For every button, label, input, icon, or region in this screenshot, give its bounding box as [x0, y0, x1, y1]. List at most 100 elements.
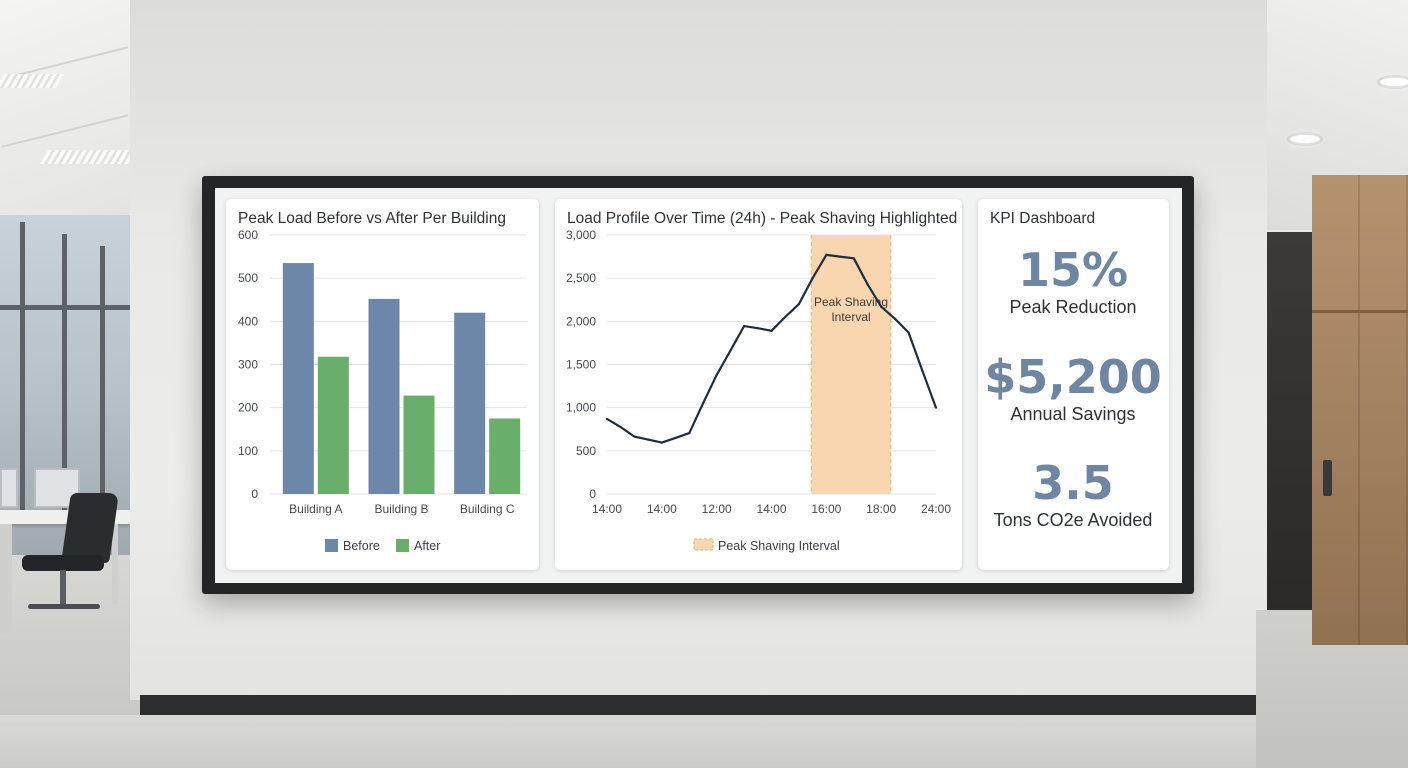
ceiling-light	[39, 150, 137, 164]
load-profile-point	[880, 305, 883, 308]
bar-chart-bars	[282, 263, 521, 494]
load-profile-point	[825, 253, 828, 256]
kpi-label: Peak Reduction	[1009, 297, 1137, 317]
bar-after-building-b	[403, 395, 435, 494]
bar-chart-y-tick-label: 100	[238, 444, 258, 458]
bar-chart-y-tick-label: 0	[251, 487, 258, 501]
line-chart-legend: Peak Shaving Interval	[693, 538, 840, 553]
load-profile-point	[811, 277, 814, 280]
line-chart-y-tick-label: 2,000	[566, 314, 596, 328]
load-profile-point	[770, 329, 773, 332]
bar-before-building-a	[282, 263, 314, 494]
ceiling-light	[0, 74, 65, 88]
peak-shaving-band	[811, 235, 891, 494]
window-mullion	[20, 222, 25, 522]
bar-chart-title: Peak Load Before vs After Per Building	[238, 210, 506, 227]
load-profile-point	[756, 327, 759, 330]
kpi-label: Tons CO2e Avoided	[993, 510, 1153, 530]
wood-panel-shading	[1312, 175, 1408, 645]
floor	[0, 715, 1408, 768]
line-chart-y-tick-label: 3,000	[566, 228, 596, 242]
kpi-annual-savings: $5,200 Annual Savings	[978, 351, 1168, 425]
load-profile-point	[907, 331, 910, 334]
bar-chart-y-tick-label: 300	[238, 358, 258, 372]
corridor-opening	[1267, 232, 1315, 612]
load-profile-point	[619, 425, 622, 429]
bar-chart-card: Peak Load Before vs After Per Building 0…	[226, 199, 539, 570]
load-profile-point	[729, 349, 732, 352]
line-chart-y-tick-label: 1,500	[566, 358, 596, 372]
ceiling	[0, 0, 130, 215]
load-profile-point	[742, 324, 746, 328]
load-profile-point	[797, 302, 801, 306]
kpi-label: Annual Savings	[1010, 404, 1136, 424]
load-profile-point	[605, 417, 609, 420]
legend-label-before: Before	[343, 539, 380, 553]
line-chart-title: Load Profile Over Time (24h) - Peak Shav…	[567, 210, 958, 227]
load-profile-points	[605, 253, 938, 444]
load-profile-point	[633, 435, 636, 438]
line-chart-x-tick-label: 14:00	[647, 502, 677, 516]
bar-chart: 0 100 200 300 400 500 600 Building A Building B…	[238, 228, 527, 553]
kpi-peak-reduction: 15% Peak Reduction	[978, 244, 1168, 318]
line-chart-y-tick-label: 0	[589, 487, 596, 501]
line-chart-x-tick-label: 18:00	[866, 502, 896, 516]
line-chart-x-tick-label: 14:00	[592, 502, 622, 516]
legend-label-after: After	[414, 539, 440, 553]
bar-before-building-b	[368, 298, 400, 494]
peak-shaving-band-label-line-2: Interval	[831, 310, 870, 324]
office-chair	[61, 493, 119, 563]
bar-chart-legend: Before After	[325, 539, 440, 553]
bar-chart-y-tick-label: 500	[238, 271, 258, 285]
desk-drawer	[0, 524, 12, 634]
wood-panel-wall	[1312, 175, 1408, 645]
line-chart-x-axis: 14:00 14:00 12:00 14:00 16:00 18:00 24:00	[592, 502, 951, 516]
load-profile-point	[660, 441, 663, 444]
line-chart-y-tick-label: 500	[576, 444, 596, 458]
bar-chart-y-axis: 0 100 200 300 400 500 600	[238, 228, 258, 501]
load-profile-point	[674, 436, 677, 439]
kpi-co2-avoided: 3.5 Tons CO2e Avoided	[978, 457, 1168, 531]
bar-chart-x-tick-label: Building B	[374, 502, 428, 516]
bar-before-building-c	[454, 312, 486, 494]
ceiling-downlight	[1290, 135, 1320, 143]
legend-swatch-before	[325, 539, 338, 552]
load-profile-point	[921, 369, 924, 372]
bar-chart-y-tick-label: 400	[238, 314, 258, 328]
line-chart-x-tick-label: 12:00	[702, 502, 732, 516]
legend-swatch-after	[396, 539, 409, 552]
ceiling-downlight	[1380, 78, 1408, 86]
dashboard-screen: Peak Load Before vs After Per Building 0…	[215, 188, 1182, 583]
bar-after-building-c	[489, 418, 521, 494]
office-chair-stem	[60, 570, 66, 606]
load-profile-point	[715, 373, 718, 376]
bar-chart-y-tick-label: 600	[238, 228, 258, 242]
bar-after-building-a	[317, 356, 349, 494]
elevator-call-button	[1323, 460, 1332, 496]
bar-chart-x-tick-label: Building C	[460, 502, 515, 516]
bar-chart-y-tick-label: 200	[238, 401, 258, 415]
line-chart-y-tick-label: 2,500	[566, 271, 596, 285]
window-mullion	[100, 246, 105, 526]
load-profile-point	[688, 432, 691, 435]
line-chart-x-tick-label: 14:00	[756, 502, 786, 516]
window-mullion	[62, 234, 67, 524]
kpi-value: 3.5	[1032, 456, 1114, 510]
wood-panel-seam	[1312, 310, 1408, 313]
monitor	[0, 468, 18, 508]
load-profile-point	[838, 255, 842, 258]
wall-display: Peak Load Before vs After Per Building 0…	[202, 176, 1194, 594]
line-chart-card: Load Profile Over Time (24h) - Peak Shav…	[555, 199, 962, 570]
wall-base-trim	[140, 695, 1256, 715]
legend-label-peak-shaving: Peak Shaving Interval	[718, 539, 840, 553]
load-profile-point	[866, 283, 869, 286]
line-chart-x-tick-label: 16:00	[811, 502, 841, 516]
desk-leg	[112, 524, 118, 604]
office-chair-base	[28, 604, 100, 609]
load-profile-point	[934, 406, 938, 409]
kpi-card: KPI Dashboard 15% Peak Reduction $5,200 …	[978, 199, 1169, 570]
bar-chart-x-axis: Building A Building B Building C	[289, 502, 515, 516]
peak-shaving-band-label: Peak Shaving	[814, 295, 888, 309]
kpi-value: $5,200	[984, 350, 1162, 404]
load-profile-point	[701, 402, 705, 405]
